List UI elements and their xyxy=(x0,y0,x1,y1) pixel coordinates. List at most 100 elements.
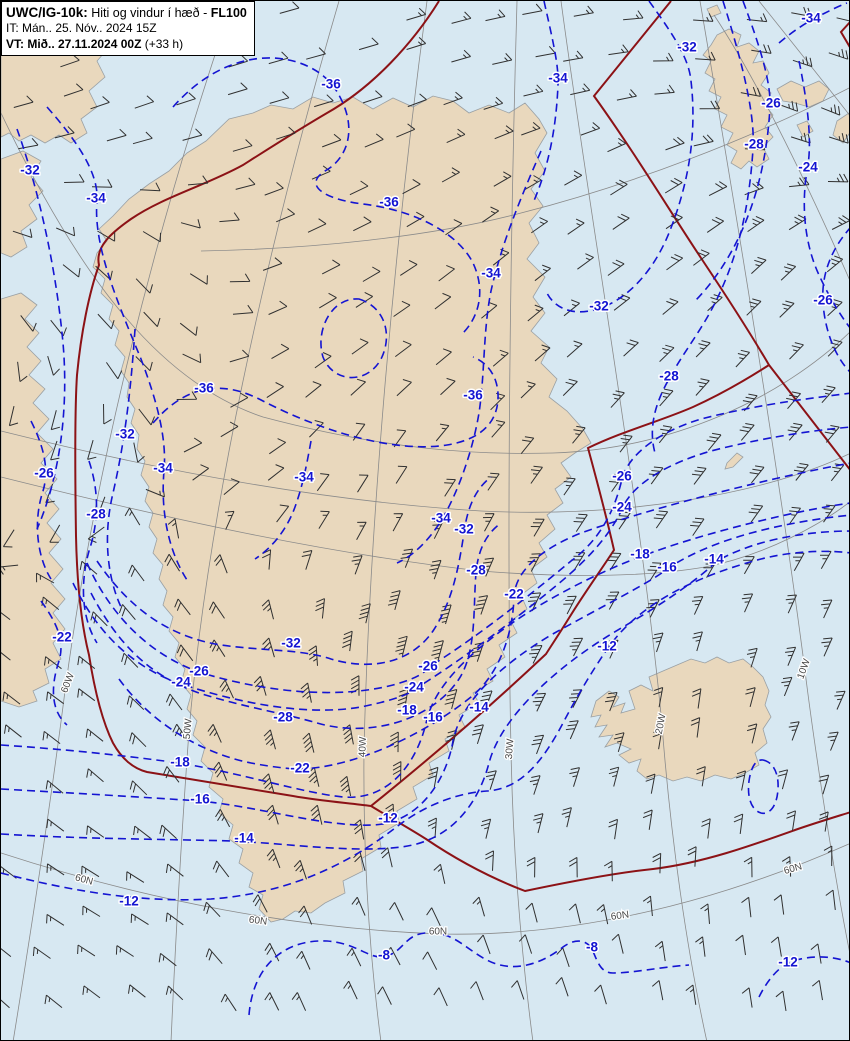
wind-barb xyxy=(395,465,408,484)
wind-barb xyxy=(227,82,248,96)
wind-barb xyxy=(823,504,836,523)
wind-barb xyxy=(105,362,123,380)
isotherm-label: -28 xyxy=(466,563,486,578)
wind-barb xyxy=(651,980,664,1001)
wind-barb xyxy=(665,136,685,151)
wind-barb xyxy=(164,553,181,572)
wind-barb xyxy=(691,596,704,615)
wind-barb xyxy=(819,550,832,570)
isotherm--28 xyxy=(82,460,98,644)
wind-barb xyxy=(608,818,618,840)
wind-barb xyxy=(580,122,601,136)
model-boundary-domain-mid xyxy=(370,364,770,807)
wind-barb xyxy=(529,645,543,664)
wind-barb xyxy=(223,478,240,495)
isotherm--8 xyxy=(248,932,690,1016)
wind-barb xyxy=(706,432,722,451)
wind-barb xyxy=(279,1,300,14)
isotherm-label: -22 xyxy=(52,630,72,645)
wind-barb xyxy=(4,724,22,738)
wind-barb xyxy=(530,518,545,537)
wind-barb xyxy=(653,510,669,529)
wind-barb xyxy=(444,478,456,497)
wind-barb xyxy=(792,552,805,571)
wind-barb xyxy=(86,768,104,783)
wind-barb xyxy=(81,865,100,878)
wind-barb xyxy=(561,807,572,828)
graticule-label: 60N xyxy=(429,927,447,938)
wind-barb xyxy=(362,266,381,282)
wind-barb xyxy=(261,599,274,620)
wind-barb xyxy=(735,934,746,956)
wind-barb xyxy=(174,598,191,616)
wind-barb xyxy=(219,212,240,223)
wind-barb xyxy=(451,49,471,63)
wind-barb xyxy=(483,96,504,110)
wind-barb xyxy=(390,731,399,753)
wind-barb xyxy=(133,825,151,839)
wind-barb xyxy=(786,810,796,831)
wind-barb xyxy=(511,980,525,1000)
graticule-label: 40W xyxy=(357,736,369,757)
wind-barb xyxy=(91,179,113,188)
isotherm--12 xyxy=(758,956,849,998)
wind-barb xyxy=(395,635,408,656)
wind-barb xyxy=(746,298,762,316)
isotherm-label: -26 xyxy=(418,659,438,674)
wind-barb xyxy=(426,907,441,927)
wind-barb xyxy=(64,174,85,183)
isotherm--26 xyxy=(30,420,52,580)
wind-barb xyxy=(49,524,61,543)
wind-barb xyxy=(609,473,624,492)
wind-barb xyxy=(106,128,127,142)
wind-barb xyxy=(165,863,184,877)
wind-barb xyxy=(103,403,112,425)
wind-barb xyxy=(435,348,452,366)
wind-barb xyxy=(128,564,145,582)
wind-barb xyxy=(438,264,455,282)
parallel-70n xyxy=(1,430,849,513)
wind-barb xyxy=(740,86,761,97)
isotherm-label: -34 xyxy=(153,461,173,476)
wind-barb xyxy=(487,472,500,491)
wind-barb xyxy=(46,818,65,832)
wind-barb xyxy=(362,90,383,104)
wind-barb xyxy=(623,10,644,21)
wind-barb xyxy=(305,381,322,398)
isotherm--34 xyxy=(46,106,190,584)
wind-barb xyxy=(520,381,536,399)
wind-barb xyxy=(477,934,491,955)
wind-barb xyxy=(494,125,514,140)
wind-barb xyxy=(821,385,836,404)
wind-barb xyxy=(18,137,39,150)
wind-barb xyxy=(440,377,456,396)
wind-barb xyxy=(432,520,444,539)
wind-barb xyxy=(207,724,222,743)
wind-barb xyxy=(521,122,541,136)
wind-barb xyxy=(182,353,202,364)
wind-barb xyxy=(695,936,706,957)
wind-barb xyxy=(364,133,384,148)
isotherm-label: -14 xyxy=(234,831,254,846)
wind-barb xyxy=(392,761,402,782)
wind-barb xyxy=(162,766,180,783)
init-time: IT: Mán.. 25. Nóv.. 2024 15Z xyxy=(6,21,157,36)
wind-barb xyxy=(472,896,485,917)
wind-barb xyxy=(441,167,460,183)
wind-barb xyxy=(132,131,153,145)
isotherm--26 xyxy=(821,228,849,372)
wind-barb xyxy=(555,977,569,997)
wind-barb xyxy=(818,811,829,832)
wind-barb xyxy=(603,860,613,882)
isotherm-label: -24 xyxy=(404,680,424,695)
wind-barb xyxy=(307,767,320,787)
wind-barb xyxy=(821,599,833,619)
wind-barb xyxy=(121,652,139,668)
wind-barb xyxy=(143,311,161,327)
wind-barb xyxy=(827,731,839,751)
wind-barb xyxy=(834,690,846,710)
graticule-label: 20W xyxy=(654,712,669,735)
valid-time: VT: Mið.. 27.11.2024 00Z (+33 h) xyxy=(6,37,247,52)
isotherm--26 xyxy=(86,392,849,694)
